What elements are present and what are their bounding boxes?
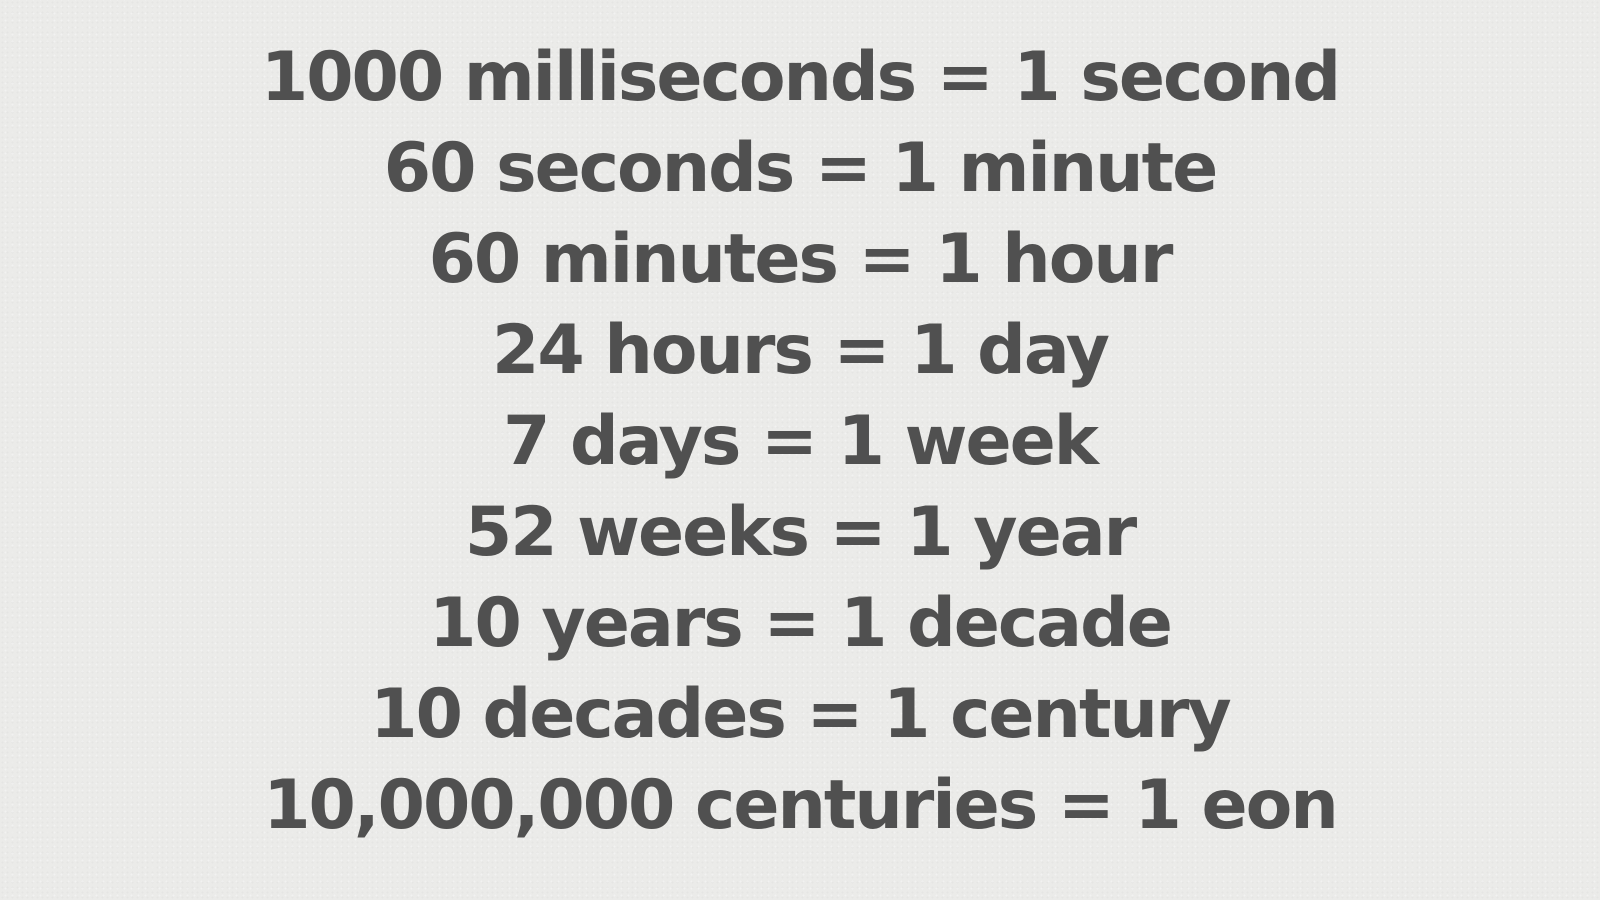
conversion-line-milliseconds: 1000 milliseconds = 1 second — [260, 38, 1341, 117]
conversion-line-minutes: 60 minutes = 1 hour — [428, 220, 1174, 299]
conversion-line-seconds: 60 seconds = 1 minute — [383, 129, 1218, 208]
conversion-line-hours: 24 hours = 1 day — [492, 311, 1110, 390]
conversion-line-years: 10 years = 1 decade — [429, 584, 1173, 663]
conversion-line-centuries: 10,000,000 centuries = 1 eon — [263, 766, 1339, 845]
conversion-line-days: 7 days = 1 week — [503, 402, 1099, 481]
conversion-line-decades: 10 decades = 1 century — [370, 675, 1232, 754]
conversion-line-weeks: 52 weeks = 1 year — [464, 493, 1137, 572]
